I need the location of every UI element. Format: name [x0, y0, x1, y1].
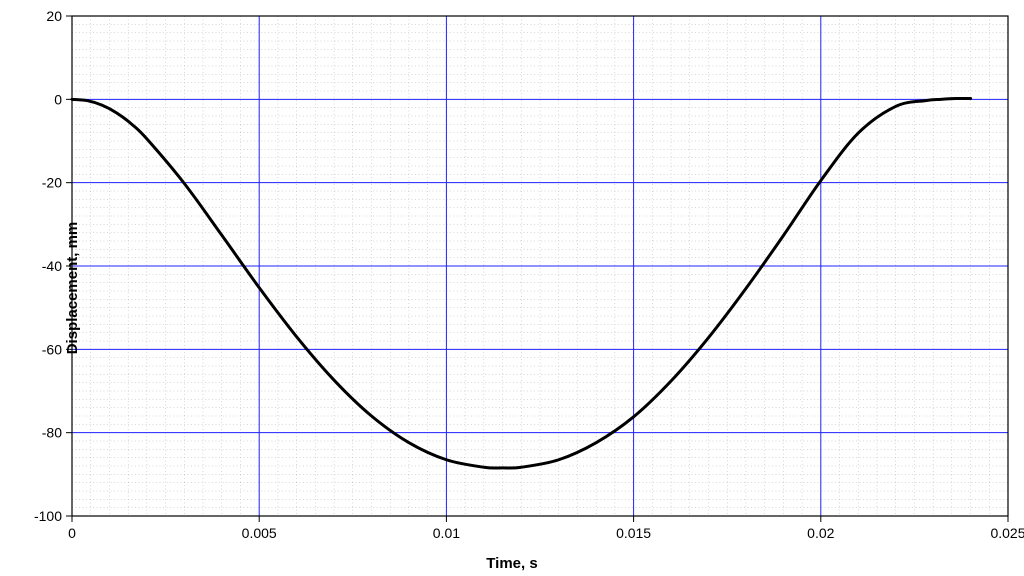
y-axis-label: Displacement, mm — [64, 222, 81, 355]
y-tick-label: 20 — [46, 8, 62, 24]
x-tick-label: 0.005 — [242, 525, 277, 541]
x-tick-label: 0 — [68, 525, 76, 541]
plot-area: 0 0.005 0.01 0.015 0.02 0.025 -100 -80 -60 -40 -20… — [0, 0, 1024, 576]
x-tick-label: 0.025 — [990, 525, 1024, 541]
y-tick-label: -100 — [34, 508, 62, 524]
y-tick-label: -60 — [42, 341, 62, 357]
x-tick-label: 0.01 — [433, 525, 460, 541]
x-tick-label: 0.02 — [807, 525, 834, 541]
x-axis-label: Time, s — [0, 555, 1024, 572]
y-tick-label: -40 — [42, 258, 62, 274]
y-tick-label: 0 — [54, 91, 62, 107]
y-tick-label: -80 — [42, 425, 62, 441]
line-chart: Displacement, mm Time, s 0 0.005 0.01 0.015… — [0, 0, 1024, 576]
y-tick-label: -20 — [42, 175, 62, 191]
x-tick-label: 0.015 — [616, 525, 651, 541]
